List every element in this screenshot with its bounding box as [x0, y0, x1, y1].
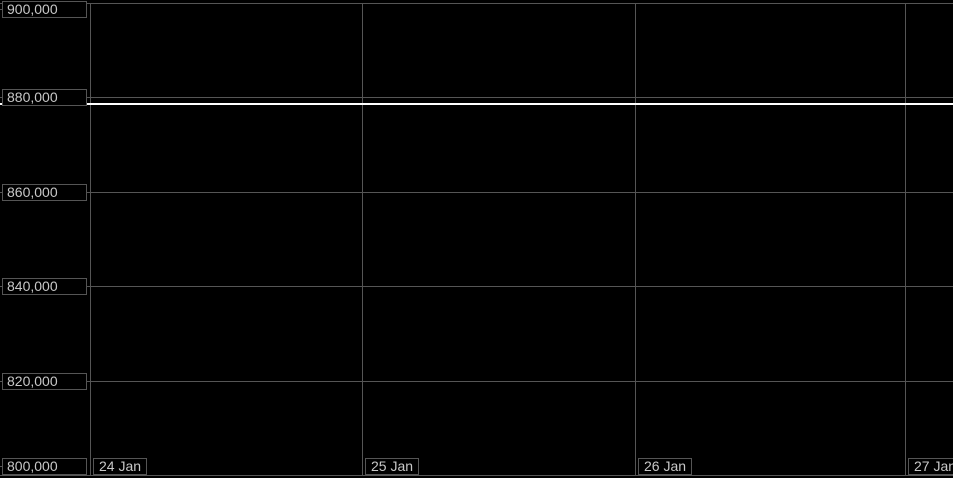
- y-axis-tick: [0, 9, 3, 10]
- current-price-line: [0, 103, 953, 105]
- y-axis-label: 880,000: [2, 89, 87, 106]
- y-gridline: [0, 286, 953, 287]
- y-gridline: [0, 475, 953, 476]
- y-axis-tick: [0, 286, 3, 287]
- y-gridline: [0, 381, 953, 382]
- y-axis-tick: [0, 466, 3, 467]
- y-axis-label: 820,000: [2, 373, 87, 390]
- x-axis-label: 25 Jan: [365, 458, 420, 475]
- y-axis-label: 860,000: [2, 184, 87, 201]
- y-gridline: [0, 3, 953, 4]
- y-gridline: [0, 192, 953, 193]
- x-axis-label: 24 Jan: [93, 458, 148, 475]
- y-axis-tick: [0, 192, 3, 193]
- x-gridline: [905, 3, 906, 476]
- y-axis-label: 800,000: [2, 458, 87, 475]
- x-axis-label: 26 Jan: [638, 458, 693, 475]
- y-gridline: [0, 97, 953, 98]
- y-axis-tick: [0, 381, 3, 382]
- x-gridline: [362, 3, 363, 476]
- x-gridline: [635, 3, 636, 476]
- x-gridline: [90, 3, 91, 476]
- y-axis-label: 840,000: [2, 278, 87, 295]
- x-axis-label: 27 Jan: [908, 458, 953, 475]
- y-axis-label: 900,000: [2, 1, 87, 18]
- y-axis-tick: [0, 97, 3, 98]
